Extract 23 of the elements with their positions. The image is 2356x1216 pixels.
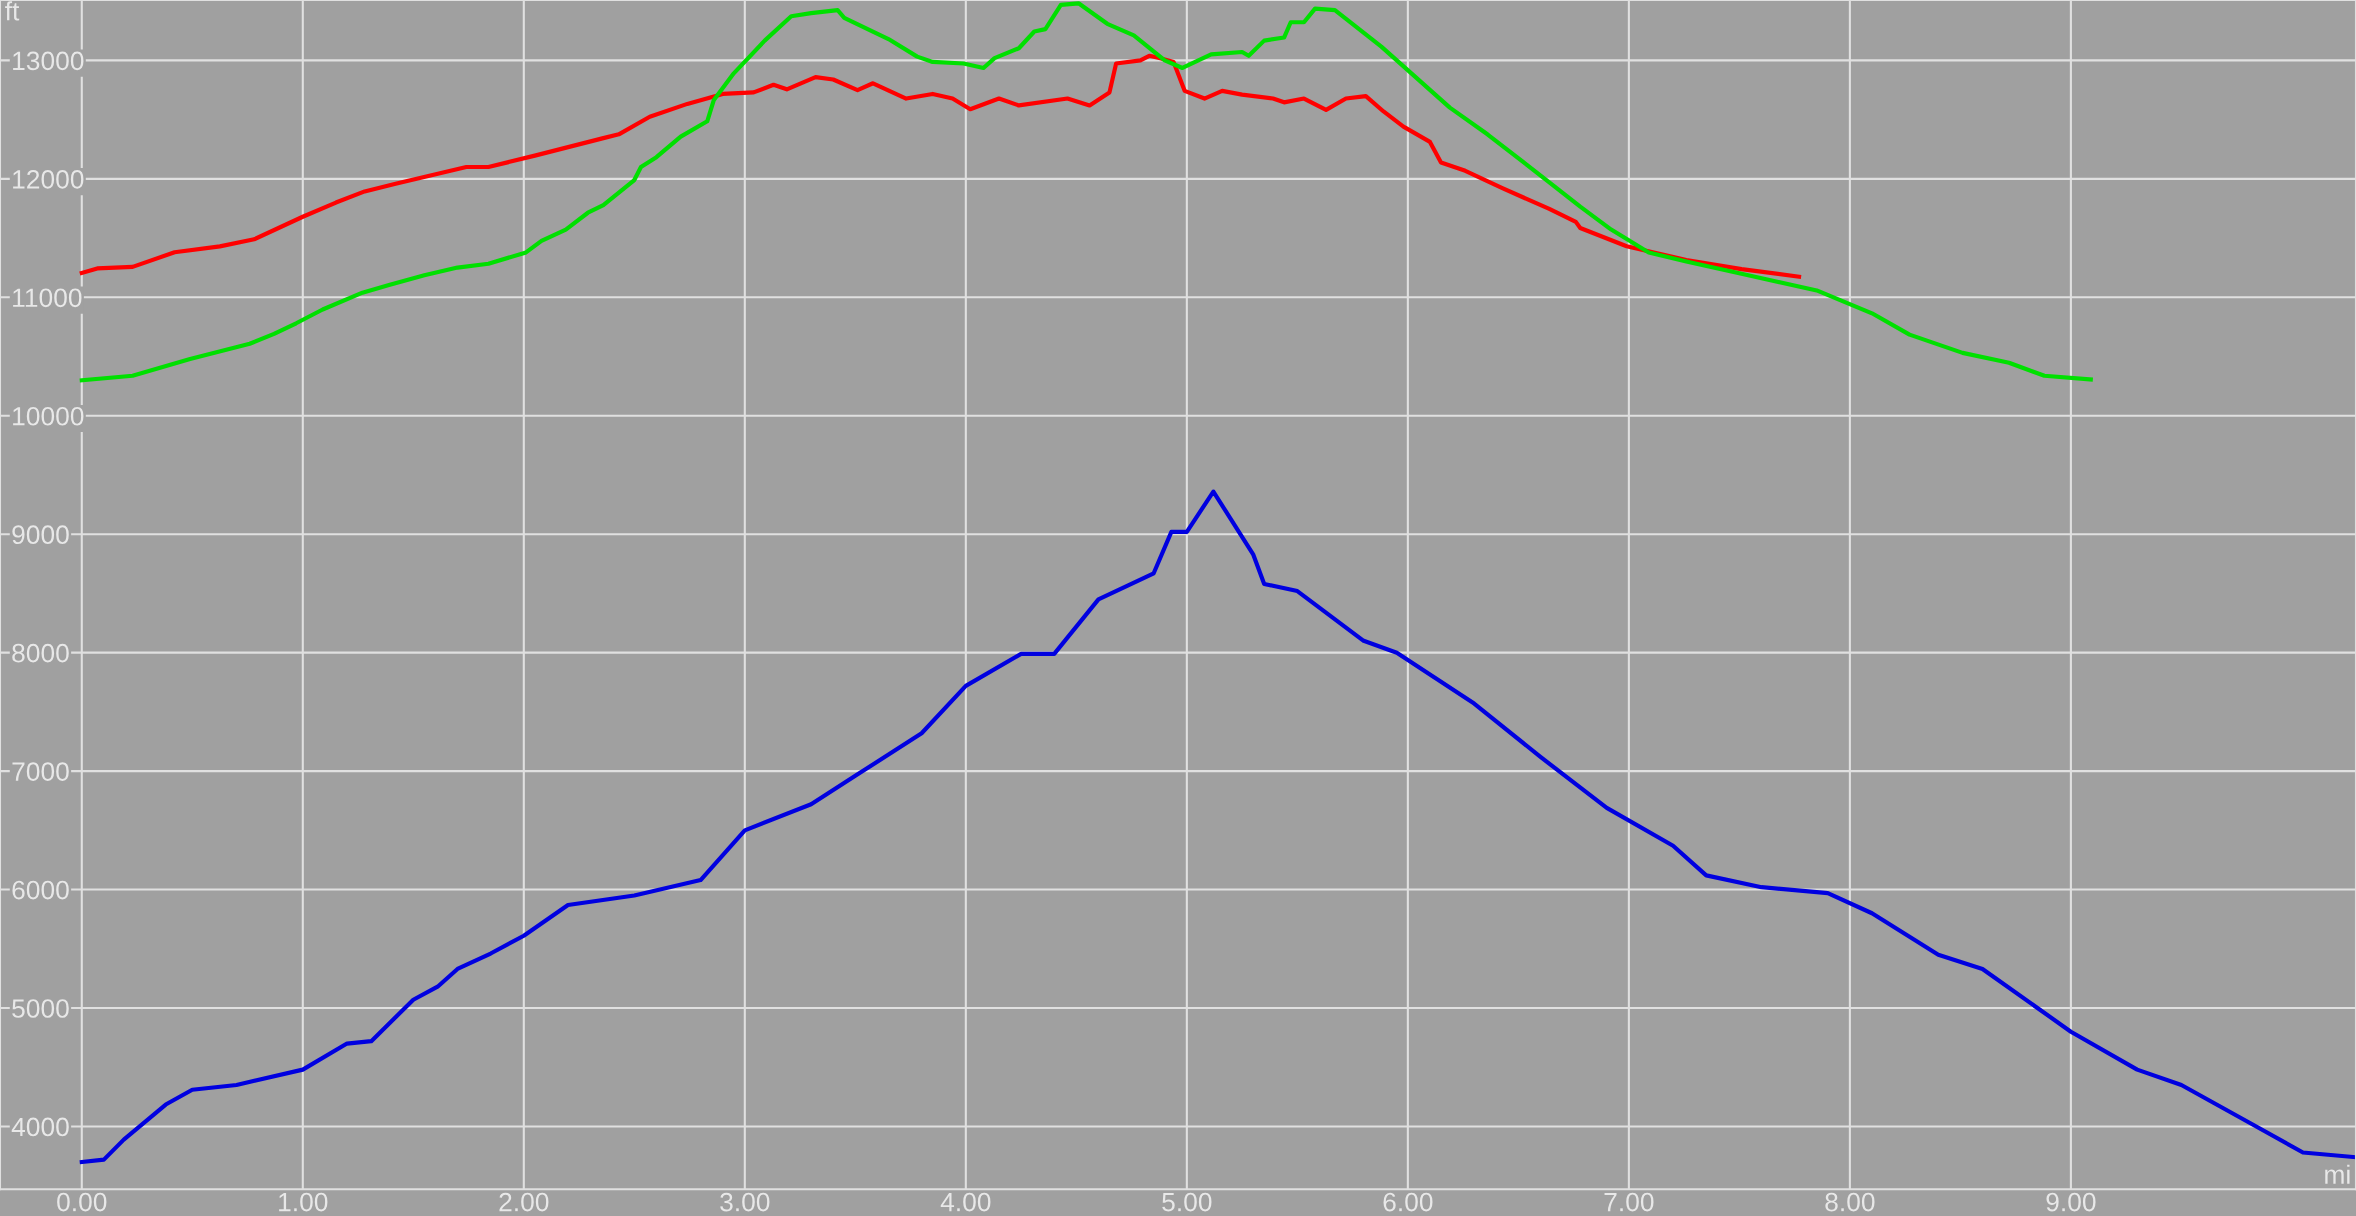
x-tick-label: 3.00	[720, 1192, 770, 1212]
x-tick-label: 1.00	[279, 1192, 328, 1212]
y-tick-label: 8000	[12, 643, 69, 663]
x-tick-label: 5.00	[1162, 1192, 1212, 1212]
x-tick-label: 6.00	[1383, 1192, 1433, 1212]
line-series	[79, 489, 2356, 1165]
y-tick-label: 7000	[12, 762, 69, 781]
y-axis-title: ft	[5, 1, 20, 21]
y-tick-label: 10000	[13, 406, 84, 426]
x-tick-label: 8.00	[1825, 1192, 1875, 1212]
x-tick-label: 9.00	[2046, 1192, 2096, 1212]
x-tick-label: 0.00	[57, 1192, 107, 1212]
y-tick-label: 13000	[13, 51, 84, 71]
x-tick-label: 4.00	[940, 1192, 991, 1212]
y-tick-label: 12000	[13, 170, 84, 189]
y-tick-label: 11000	[13, 288, 82, 308]
y-tick-label: 4000	[11, 1117, 69, 1137]
x-tick-label: 7.00	[1604, 1192, 1654, 1212]
y-tick-label: 6000	[12, 880, 69, 900]
x-axis-title: mi	[2325, 1164, 2350, 1184]
x-tick-label: 2.00	[499, 1192, 549, 1212]
y-tick-label: 5000	[12, 999, 69, 1018]
y-tick-label: 9000	[12, 525, 69, 545]
